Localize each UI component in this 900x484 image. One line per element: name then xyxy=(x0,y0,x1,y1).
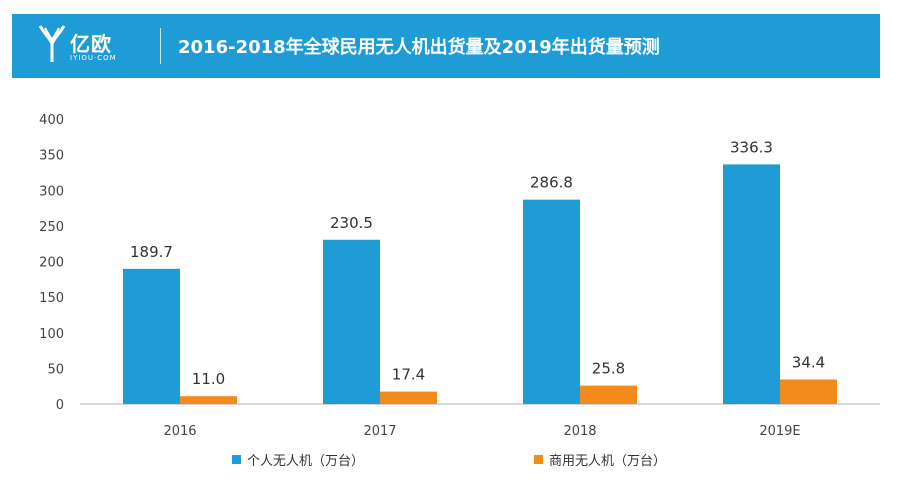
x-tick-label-2019E: 2019E xyxy=(759,424,800,439)
data-label-personal-2016: 189.7 xyxy=(130,243,173,261)
data-label-commercial-2016: 11.0 xyxy=(192,370,225,388)
x-tick-label-2017: 2017 xyxy=(363,424,396,439)
y-tick-label-400: 400 xyxy=(39,113,64,128)
data-label-commercial-2019E: 34.4 xyxy=(792,353,825,371)
header-divider xyxy=(160,28,161,64)
legend-label-personal: 个人无人机（万台） xyxy=(247,454,365,469)
x-tick-label-2016: 2016 xyxy=(163,424,196,439)
bar-personal-2019E xyxy=(723,164,780,404)
y-tick-label-200: 200 xyxy=(39,256,64,271)
legend-item-commercial: 商用无人机（万台） xyxy=(534,450,666,469)
data-label-personal-2019E: 336.3 xyxy=(730,138,773,156)
bar-personal-2017 xyxy=(323,239,380,404)
bar-commercial-2016 xyxy=(180,396,237,404)
bar-personal-2018 xyxy=(523,199,580,404)
y-tick-label-350: 350 xyxy=(39,149,64,164)
y-tick-label-100: 100 xyxy=(39,327,64,342)
y-tick-label-50: 50 xyxy=(47,362,64,377)
data-label-commercial-2017: 17.4 xyxy=(392,366,425,384)
y-tick-label-250: 250 xyxy=(39,220,64,235)
legend-item-personal: 个人无人机（万台） xyxy=(232,450,364,469)
data-label-commercial-2018: 25.8 xyxy=(592,360,625,378)
y-tick-label-150: 150 xyxy=(39,291,64,306)
bar-commercial-2019E xyxy=(780,379,837,404)
logo-text: 亿欧 xyxy=(70,32,112,56)
bar-personal-2016 xyxy=(123,268,180,404)
y-tick-label-0: 0 xyxy=(56,398,64,413)
legend-swatch-personal xyxy=(232,455,241,464)
legend-label-commercial: 商用无人机（万台） xyxy=(549,454,667,469)
chart-title: 2016-2018年全球民用无人机出货量及2019年出货量预测 xyxy=(178,37,660,58)
data-label-personal-2017: 230.5 xyxy=(330,214,373,232)
logo: 亿欧 IYIOU·COM xyxy=(38,22,148,70)
chart-header: 亿欧 IYIOU·COM 2016-2018年全球民用无人机出货量及2019年出… xyxy=(12,14,880,78)
data-label-personal-2018: 286.8 xyxy=(530,174,573,192)
bar-commercial-2018 xyxy=(580,385,637,404)
x-tick-label-2018: 2018 xyxy=(563,424,596,439)
y-tick-label-300: 300 xyxy=(39,184,64,199)
legend-swatch-commercial xyxy=(534,455,543,464)
bar-commercial-2017 xyxy=(380,391,437,404)
logo-subtext: IYIOU·COM xyxy=(70,54,117,62)
logo-mark-icon xyxy=(38,25,66,62)
chart-legend: 个人无人机（万台） 商用无人机（万台） xyxy=(0,450,900,470)
